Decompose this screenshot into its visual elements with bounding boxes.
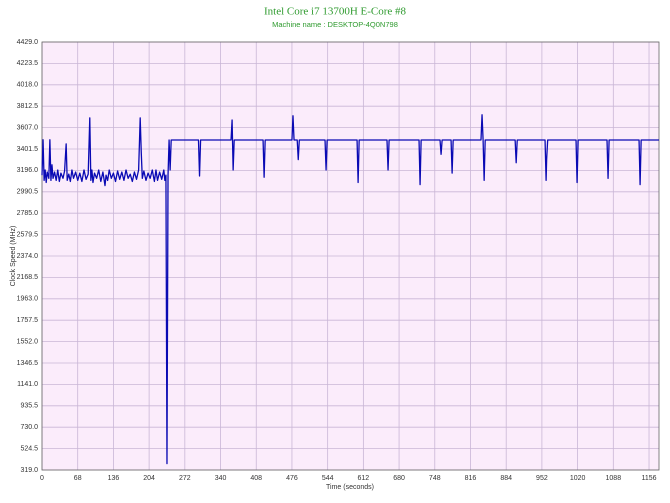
x-tick-label: 884: [500, 475, 512, 482]
x-axis-label: Time (seconds): [326, 484, 374, 491]
y-tick-label: 524.5: [20, 445, 38, 452]
x-tick-label: 1156: [641, 475, 656, 482]
y-tick-label: 4018.0: [17, 82, 39, 89]
y-tick-label: 3401.5: [17, 146, 39, 153]
x-tick-label: 408: [250, 475, 262, 482]
chart-subtitle: Machine name : DESKTOP-4Q0N798: [272, 20, 398, 29]
x-tick-label: 1088: [606, 475, 622, 482]
x-tick-label: 816: [465, 475, 477, 482]
y-tick-label: 2785.0: [17, 210, 39, 217]
x-tick-label: 544: [322, 475, 334, 482]
y-tick-label: 1141.0: [17, 381, 38, 388]
x-tick-label: 136: [108, 475, 120, 482]
y-tick-label: 935.5: [20, 403, 38, 410]
y-tick-label: 2168.5: [17, 274, 39, 281]
x-tick-label: 1020: [570, 475, 586, 482]
x-tick-label: 612: [358, 475, 370, 482]
x-tick-label: 0: [40, 475, 44, 482]
y-tick-label: 4223.5: [17, 60, 39, 67]
data-line: [41, 114, 659, 465]
y-tick-label: 319.0: [20, 467, 38, 474]
x-tick-label: 476: [286, 475, 298, 482]
y-tick-label: 1346.5: [17, 360, 39, 367]
x-tick-label: 68: [74, 475, 82, 482]
y-tick-label: 2374.0: [17, 253, 39, 260]
y-axis-label: Clock Speed (MHz): [10, 226, 17, 287]
x-tick-label: 272: [179, 475, 191, 482]
y-tick-label: 4429.0: [17, 39, 39, 46]
y-tick-label: 1552.0: [17, 338, 39, 345]
y-tick-label: 2990.5: [17, 189, 39, 196]
x-tick-label: 748: [429, 475, 441, 482]
y-tick-label: 2579.5: [17, 231, 39, 238]
y-tick-label: 3812.5: [17, 103, 39, 110]
x-tick-label: 340: [215, 475, 227, 482]
x-tick-label: 204: [143, 475, 155, 482]
y-tick-label: 1963.0: [17, 296, 39, 303]
chart-title: Intel Core i7 13700H E-Core #8: [264, 6, 407, 18]
y-tick-label: 3607.0: [17, 124, 39, 131]
plot-border: [41, 41, 660, 471]
y-tick-label: 730.0: [20, 424, 38, 431]
y-tick-label: 3196.0: [17, 167, 39, 174]
x-tick-label: 680: [393, 475, 405, 482]
x-tick-label: 952: [536, 475, 548, 482]
y-tick-label: 1757.5: [17, 317, 39, 324]
